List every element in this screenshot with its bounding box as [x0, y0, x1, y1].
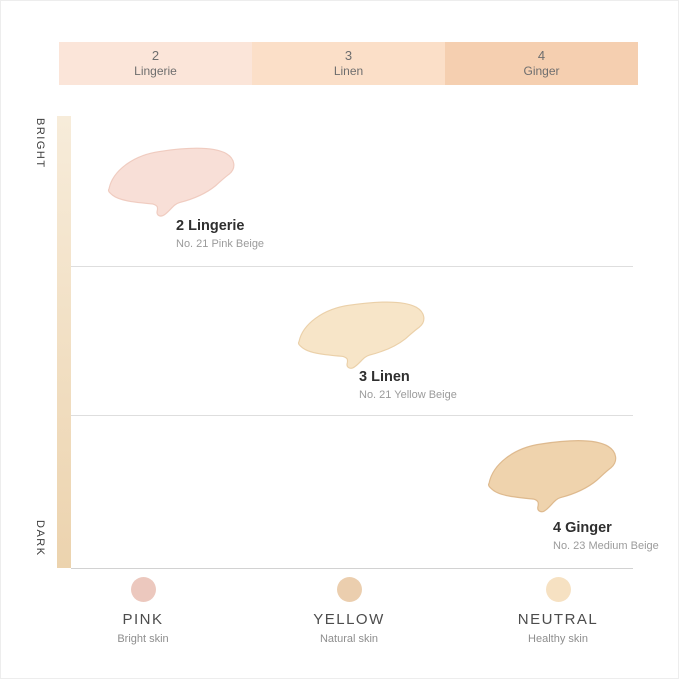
shade-segment-lingerie: 2 Lingerie — [59, 42, 252, 85]
axis-label-dark: DARK — [34, 520, 46, 557]
shade-name: Ginger — [523, 64, 560, 79]
legend-neutral: NEUTRAL Healthy skin — [478, 577, 638, 645]
brightness-gradient-bar — [57, 116, 71, 568]
swatch-label-ginger: 4 Ginger No. 23 Medium Beige — [553, 520, 659, 554]
shade-segment-linen: 3 Linen — [252, 42, 445, 85]
shade-name: Lingerie — [134, 64, 177, 79]
swatch-smear-ginger — [484, 431, 630, 519]
legend-label: YELLOW — [313, 611, 385, 628]
legend-yellow: YELLOW Natural skin — [269, 577, 429, 645]
shade-number: 4 — [537, 47, 546, 63]
swatch-subtitle: No. 21 Pink Beige — [176, 238, 265, 251]
legend-color-dot — [336, 577, 362, 602]
legend-subtitle: Natural skin — [319, 633, 379, 645]
swatch-title: 3 Linen — [359, 369, 410, 385]
row-divider — [71, 266, 633, 267]
legend-subtitle: Healthy skin — [528, 633, 588, 645]
legend-color-dot — [130, 577, 156, 602]
smear-shape — [107, 147, 235, 217]
shade-segment-ginger: 4 Ginger — [445, 42, 638, 85]
swatch-subtitle: No. 21 Yellow Beige — [359, 389, 457, 402]
shade-bar: 2 Lingerie 3 Linen 4 Ginger — [59, 42, 638, 85]
legend-subtitle: Bright skin — [117, 633, 169, 645]
legend-label: NEUTRAL — [517, 611, 599, 628]
swatch-title: 2 Lingerie — [176, 218, 245, 234]
swatch-label-lingerie: 2 Lingerie No. 21 Pink Beige — [176, 218, 264, 252]
legend-pink: PINK Bright skin — [63, 577, 223, 645]
swatch-title: 4 Ginger — [553, 520, 612, 536]
swatch-label-linen: 3 Linen No. 21 Yellow Beige — [359, 369, 457, 403]
shade-number: 3 — [344, 47, 353, 63]
shade-name: Linen — [333, 64, 364, 79]
baseline — [71, 568, 633, 569]
swatch-smear-lingerie — [104, 139, 248, 223]
axis-label-bright: BRIGHT — [34, 118, 46, 169]
swatch-subtitle: No. 23 Medium Beige — [553, 540, 659, 553]
swatch-smear-linen — [294, 293, 438, 375]
shade-number: 2 — [151, 47, 160, 63]
smear-shape — [487, 440, 617, 513]
legend-label: PINK — [122, 611, 164, 628]
row-divider — [71, 415, 633, 416]
legend-color-dot — [545, 577, 571, 602]
smear-shape — [297, 301, 425, 369]
